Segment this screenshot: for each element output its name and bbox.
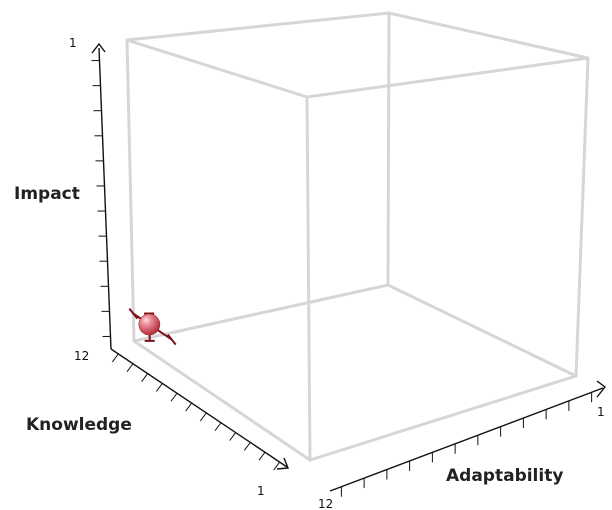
- cube-edge-floor-right: [386, 283, 578, 378]
- cube-edge-front-right: [308, 374, 578, 462]
- knowledge-tick: [214, 422, 222, 432]
- cube-edge-back-left: [125, 38, 136, 343]
- knowledge-axis-title: Knowledge: [26, 415, 132, 435]
- knowledge-tick: [199, 412, 207, 422]
- adaptability-axis-arrow: [596, 380, 606, 398]
- knowledge-tick: [141, 373, 149, 382]
- knowledge-tick: [155, 383, 163, 392]
- knowledge-tick: [170, 392, 178, 402]
- cube-edge-front-left: [132, 339, 312, 462]
- knowledge-tick: [273, 461, 281, 471]
- knowledge-tick: [243, 442, 251, 451]
- data-points: [128, 308, 177, 346]
- knowledge-tick: [185, 402, 193, 412]
- impact-axis-title: Impact: [14, 184, 80, 204]
- knowledge-axis-arrow: [276, 457, 289, 470]
- knowledge-tick: [111, 353, 119, 363]
- axes: [91, 42, 606, 497]
- cube-edge-front-vertical: [305, 95, 312, 462]
- cube-edge-back-right: [386, 11, 391, 287]
- knowledge-tick-label-end: 1: [257, 484, 265, 498]
- knowledge-tick: [258, 451, 266, 461]
- knowledge-tick: [229, 432, 237, 441]
- cube-edge-right-vertical: [574, 56, 590, 378]
- impact-axis-arrow: [91, 42, 106, 54]
- adaptability-axis-title: Adaptability: [446, 466, 563, 486]
- knowledge-error-cap: [128, 308, 139, 320]
- impact-tick-label-top: 1: [69, 36, 77, 50]
- knowledge-tick: [126, 363, 134, 373]
- cube-edge-floor-left: [132, 283, 390, 343]
- knowledge-error-cap: [166, 333, 177, 346]
- impact-axis-line: [98, 47, 112, 350]
- knowledge-axis-line: [110, 348, 288, 468]
- data-point: [138, 313, 161, 336]
- cube-back-face: [126, 11, 589, 99]
- adaptability-axis-line: [329, 387, 604, 492]
- impact-tick-label-bottom: 12: [74, 349, 89, 363]
- adaptability-tick-label-end: 1: [597, 405, 605, 419]
- adaptability-tick-label-start: 12: [318, 497, 333, 510]
- axis-ticks: [91, 60, 593, 497]
- cube-wireframe: [125, 11, 590, 462]
